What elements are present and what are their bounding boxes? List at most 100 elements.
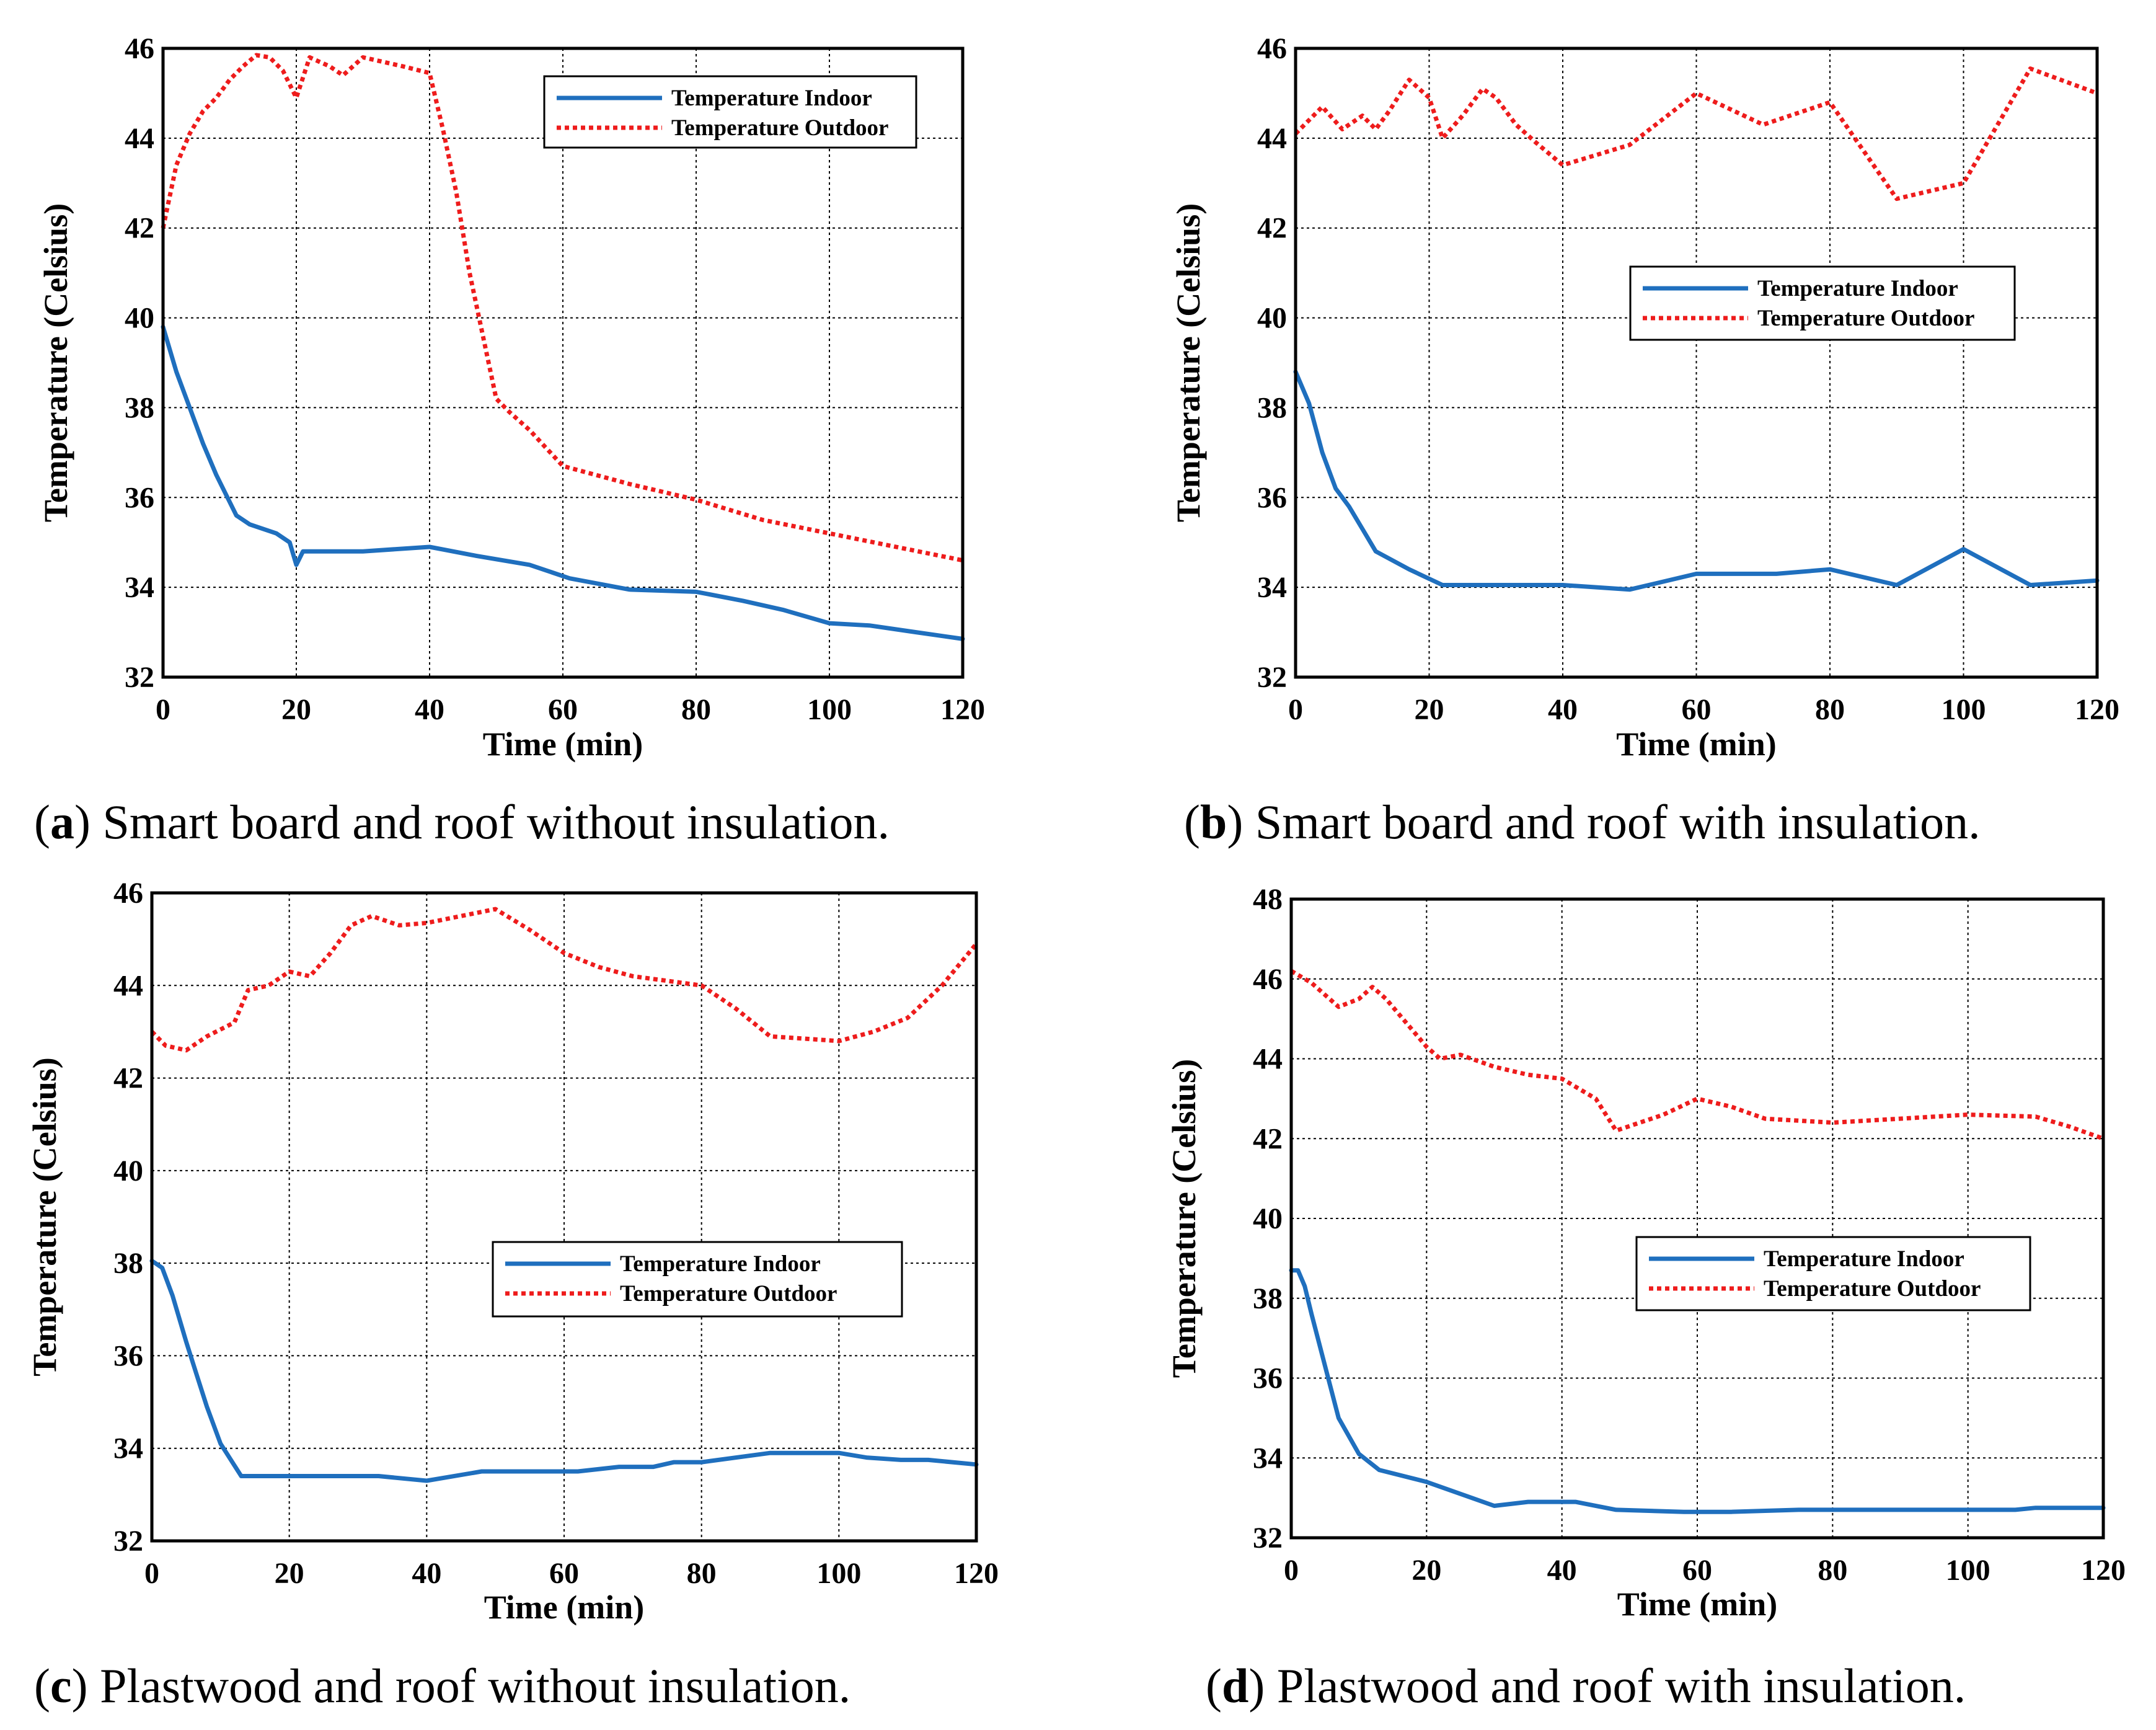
x-tick-label: 80: [687, 1557, 717, 1590]
x-tick-label: 0: [156, 693, 170, 726]
y-tick-label: 42: [113, 1062, 143, 1095]
x-tick-label: 100: [816, 1557, 861, 1590]
caption-paren-close: ): [1227, 795, 1243, 849]
x-tick-label: 100: [1946, 1554, 1990, 1587]
y-tick-label: 36: [113, 1339, 143, 1372]
caption-paren-close: ): [1248, 1659, 1265, 1713]
legend-label-outdoor: Temperature Outdoor: [1757, 306, 1974, 331]
y-tick-label: 38: [125, 391, 154, 424]
x-axis-label: Time (min): [484, 1589, 644, 1626]
y-axis-label: Temperature (Celsius): [26, 1057, 63, 1376]
y-tick-label: 44: [125, 122, 154, 155]
caption-text: Smart board and roof with insulation.: [1243, 795, 1980, 849]
y-tick-label: 44: [1257, 122, 1287, 155]
legend-box: [492, 1241, 903, 1318]
caption-text: Plastwood and roof without insulation.: [88, 1659, 851, 1713]
chart-panel-c: 0 20 40 60 80 100 120 32 34 36 38 40 42 44 46 Time (min…: [26, 877, 999, 1713]
plot-frame: [150, 891, 978, 1543]
x-axis-label: Time (min): [483, 725, 643, 763]
y-tick-label: 42: [1253, 1122, 1283, 1155]
y-tick-label: 34: [1257, 571, 1287, 604]
legend-label-indoor: Temperature Indoor: [1764, 1246, 1964, 1272]
legend: Temperature Indoor Temperature Outdoor: [543, 75, 917, 149]
y-tick-label: 32: [1257, 661, 1287, 694]
caption-paren-open: (: [1184, 795, 1200, 849]
legend-box: [543, 75, 917, 149]
caption-letter: b: [1200, 795, 1227, 849]
series-line-indoor: [149, 1258, 979, 1483]
legend: Temperature Indoor Temperature Outdoor: [1629, 265, 2016, 341]
caption-paren-open: (: [34, 795, 50, 849]
x-tick-label: 20: [1415, 693, 1444, 726]
caption-text: Plastwood and roof with insulation.: [1265, 1659, 1966, 1713]
x-tick-label: 120: [2081, 1554, 2126, 1587]
legend-label-outdoor: Temperature Outdoor: [671, 115, 888, 141]
legend: Temperature Indoor Temperature Outdoor: [1635, 1236, 2031, 1311]
y-tick-label: 36: [1253, 1362, 1283, 1395]
x-tick-label: 80: [1815, 693, 1845, 726]
legend-label-indoor: Temperature Indoor: [671, 86, 872, 111]
y-tick-label: 34: [125, 571, 154, 604]
y-tick-label: 40: [113, 1155, 143, 1187]
y-tick-label: 42: [125, 212, 154, 245]
x-tick-label: 40: [1547, 1554, 1577, 1587]
legend-label-indoor: Temperature Indoor: [620, 1251, 821, 1277]
y-tick-label: 46: [125, 32, 154, 65]
x-tick-label: 0: [144, 1557, 159, 1590]
y-tick-label: 36: [1257, 481, 1287, 514]
y-axis-label: Temperature (Celsius): [1165, 1059, 1203, 1378]
x-tick-label: 20: [1412, 1554, 1441, 1587]
series-line-indoor: [1289, 1268, 2106, 1514]
caption-c: (c) Plastwood and roof without insulatio…: [34, 1659, 850, 1713]
x-tick-label: 60: [548, 693, 578, 726]
caption-a: (a) Smart board and roof without insulat…: [34, 795, 890, 849]
y-tick-label: 46: [1257, 32, 1287, 65]
caption-paren-close: ): [74, 795, 91, 849]
legend-box: [1629, 265, 2016, 341]
y-tick-label: 32: [125, 661, 154, 694]
y-tick-label: 46: [1253, 963, 1283, 996]
y-tick-label: 44: [1253, 1043, 1283, 1076]
legend-box: [1635, 1236, 2031, 1311]
plot-frame: [161, 47, 965, 679]
y-tick-label: 40: [1257, 302, 1287, 335]
series-line-indoor: [1293, 370, 2100, 592]
chart-panel-d: 0 20 40 60 80 100 120 32 34 36 38 40 42 44 46 48 Time (m…: [1165, 883, 2126, 1713]
y-tick-label: 46: [113, 877, 143, 910]
series-line-indoor: [161, 324, 965, 641]
caption-paren-open: (: [34, 1659, 50, 1713]
chart-panel-b: 0 20 40 60 80 100 120 32 34 36 38 40 42 44 46 Time (min…: [1170, 32, 2119, 849]
caption-d: (d) Plastwood and roof with insulation.: [1206, 1659, 1966, 1713]
y-tick-label: 42: [1257, 212, 1287, 245]
y-tick-label: 34: [113, 1432, 143, 1465]
caption-paren-open: (: [1206, 1659, 1222, 1713]
y-tick-label: 38: [1257, 391, 1287, 424]
x-tick-label: 40: [1548, 693, 1578, 726]
x-tick-label: 20: [281, 693, 311, 726]
chart-panel-a: 0 20 40 60 80 100 120 32 34 36 38 40 42 44 46 Time (min…: [34, 32, 985, 849]
x-axis-label: Time (min): [1616, 725, 1776, 763]
x-tick-label: 40: [415, 693, 444, 726]
x-tick-label: 20: [275, 1557, 304, 1590]
y-tick-label: 36: [125, 481, 154, 514]
x-tick-label: 0: [1288, 693, 1303, 726]
caption-text: Smart board and roof without insulation.: [91, 795, 890, 849]
x-axis-label: Time (min): [1617, 1586, 1777, 1623]
x-tick-label: 120: [954, 1557, 999, 1590]
legend-label-indoor: Temperature Indoor: [1757, 276, 1958, 301]
y-tick-label: 38: [113, 1247, 143, 1280]
y-tick-label: 40: [125, 302, 154, 335]
x-tick-label: 80: [681, 693, 711, 726]
caption-letter: a: [50, 795, 74, 849]
series-line-outdoor: [1290, 969, 2105, 1141]
series-line-outdoor: [150, 907, 978, 1053]
y-tick-label: 40: [1253, 1202, 1283, 1235]
x-tick-label: 60: [1682, 1554, 1712, 1587]
y-tick-label: 32: [113, 1525, 143, 1558]
x-tick-label: 120: [940, 693, 985, 726]
x-tick-label: 100: [807, 693, 852, 726]
y-tick-label: 34: [1253, 1442, 1283, 1475]
caption-b: (b) Smart board and roof with insulation…: [1184, 795, 1981, 849]
y-tick-label: 44: [113, 969, 143, 1002]
